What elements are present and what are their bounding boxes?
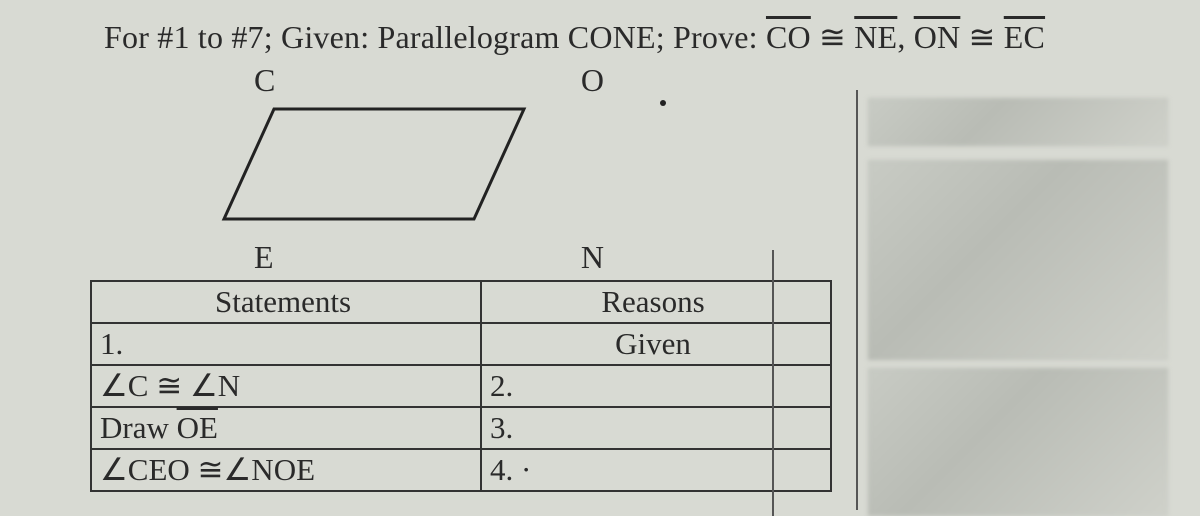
congruent-symbol-2: ≅ <box>960 19 1003 55</box>
header-reasons: Reasons <box>481 281 831 323</box>
vertex-label-n: N <box>581 239 644 276</box>
table-header-row: Statements Reasons <box>91 281 831 323</box>
stray-dot <box>660 100 666 106</box>
table-row: Draw OE 3. <box>91 407 831 449</box>
segment-ec: EC <box>1004 19 1045 55</box>
segment-co: CO <box>766 19 811 55</box>
statement-cell: ∠C ≅ ∠N <box>91 365 481 407</box>
congruent-symbol: ≅ <box>811 19 854 55</box>
reason-cell: Given <box>481 323 831 365</box>
separator-comma: , <box>897 19 913 55</box>
table-row: ∠C ≅ ∠N 2. <box>91 365 831 407</box>
segment-ne: NE <box>854 19 897 55</box>
reason-cell: 3. <box>481 407 831 449</box>
table-row: 1. Given <box>91 323 831 365</box>
reason-cell: 4. · <box>481 449 831 491</box>
statement-cell: 1. <box>91 323 481 365</box>
statement-prefix: Draw <box>100 410 177 445</box>
parallelogram-bottom-labels: E N <box>104 239 644 276</box>
vertical-rule <box>856 90 858 510</box>
proof-table: Statements Reasons 1. Given ∠C ≅ ∠N 2. D… <box>90 280 832 492</box>
header-statements: Statements <box>91 281 481 323</box>
parallelogram-svg <box>214 99 544 231</box>
parallelogram-figure <box>104 99 644 239</box>
problem-prompt: For #1 to #7; Given: Parallelogram CONE;… <box>104 18 1200 56</box>
prompt-prefix: For #1 to #7; Given: Parallelogram CONE;… <box>104 19 766 55</box>
worksheet-page: For #1 to #7; Given: Parallelogram CONE;… <box>0 0 1200 516</box>
table-row: ∠CEO ≅∠NOE 4. · <box>91 449 831 491</box>
segment-on: ON <box>914 19 961 55</box>
statement-cell: ∠CEO ≅∠NOE <box>91 449 481 491</box>
blurred-region <box>868 160 1168 360</box>
blurred-region <box>868 98 1168 146</box>
statement-cell: Draw OE <box>91 407 481 449</box>
reason-cell: 2. <box>481 365 831 407</box>
parallelogram-shape <box>224 109 524 219</box>
vertex-label-c: C <box>254 62 581 99</box>
vertex-label-o: O <box>581 62 644 99</box>
statement-segment-oe: OE <box>177 410 218 445</box>
vertical-rule-inner <box>772 250 774 516</box>
blurred-region <box>868 368 1168 516</box>
parallelogram-top-labels: C O <box>104 62 644 99</box>
vertex-label-e: E <box>254 239 581 276</box>
